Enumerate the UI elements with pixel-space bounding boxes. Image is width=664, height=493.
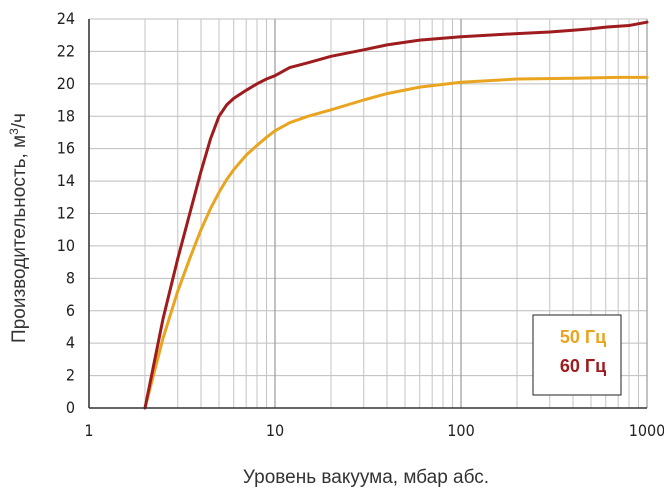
y-tick-label: 8 [66,268,75,287]
y-axis-label-tail: /ч [9,113,30,128]
y-tick-label: 14 [57,171,75,190]
y-axis-label-main: Производительность, м [9,135,30,343]
series-line-60hz [143,20,649,410]
y-tick-label: 18 [57,106,75,125]
y-tick-label: 12 [57,204,75,223]
series-line-50hz [143,75,649,410]
y-tick-label: 6 [66,301,75,320]
y-tick-label: 20 [57,74,75,93]
legend-entry-50hz: 50 Гц [560,327,606,347]
y-tick-label: 22 [57,41,75,60]
y-axis-label-sup: 3 [7,128,21,135]
legend-entry-60hz: 60 Гц [560,356,606,376]
y-tick-label: 24 [57,9,75,28]
y-axis-label: Производительность, м3/ч [7,113,30,343]
y-tick-label: 2 [66,366,75,385]
y-tick-label: 10 [57,236,75,255]
x-tick-label: 1 [84,421,93,440]
legend: 50 Гц 60 Гц [532,314,622,396]
legend-box [532,314,622,396]
x-tick-label: 1000 [629,421,664,440]
y-tick-label: 16 [57,139,75,158]
x-axis-label: Уровень вакуума, мбар абс. [243,467,489,488]
axes [88,19,647,409]
x-tick-label: 10 [266,421,284,440]
y-tick-label: 0 [66,398,75,417]
y-tick-label: 4 [66,333,75,352]
series-layer [143,20,649,410]
x-tick-label: 100 [447,421,474,440]
